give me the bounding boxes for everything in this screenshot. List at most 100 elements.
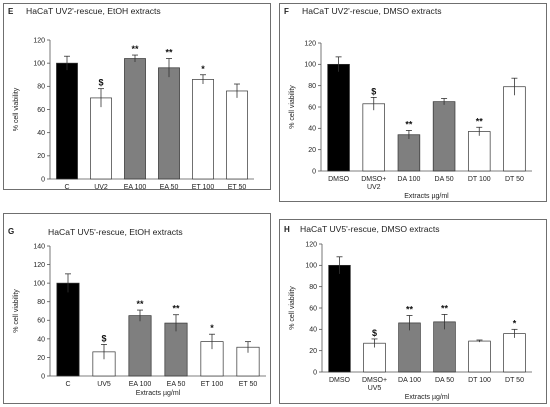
y-tick-label: 0 xyxy=(41,176,45,183)
x-tick-label: UV5 xyxy=(97,381,111,388)
bar-chart-h: 0 20 40 60 80 100 120 % cell viability DMSO $ DMSO… xyxy=(289,241,532,401)
x-tick-label: DMSO xyxy=(328,176,350,183)
x-tick-label: DMSO xyxy=(329,377,351,384)
bar xyxy=(362,103,386,172)
significance-marker: * xyxy=(210,323,214,333)
y-axis-label: % cell viability xyxy=(289,85,296,129)
x-tick-label: DT 50 xyxy=(505,176,524,183)
y-tick-label: 20 xyxy=(308,147,316,154)
bar xyxy=(468,340,491,373)
x-tick-label: ET 100 xyxy=(192,184,215,191)
chart-title: HaCaT UV5'-rescue, DMSO extracts xyxy=(300,224,440,234)
y-tick-label: 80 xyxy=(308,83,316,90)
x-tick-label: EA 50 xyxy=(160,184,179,191)
bar-chart-g: 0 20 40 60 80 100 120 140 % cell viability C $ UV5 *… xyxy=(13,243,266,397)
bar xyxy=(56,62,78,180)
y-tick-label: 80 xyxy=(309,284,317,291)
y-tick-label: 60 xyxy=(308,104,316,111)
significance-marker: * xyxy=(513,318,517,328)
bar xyxy=(433,321,456,373)
bar xyxy=(503,333,526,373)
y-tick-label: 20 xyxy=(37,153,45,160)
y-tick-label: 120 xyxy=(305,241,317,248)
significance-marker: ** xyxy=(476,116,484,126)
y-tick-label: 40 xyxy=(37,130,45,137)
significance-marker: $ xyxy=(101,333,106,343)
significance-marker: $ xyxy=(372,328,377,338)
panel-letter: F xyxy=(284,7,289,16)
y-tick-label: 80 xyxy=(37,84,45,91)
bar xyxy=(432,101,456,172)
chart-title: HaCaT UV2'-rescue, EtOH extracts xyxy=(26,6,161,16)
x-tick-label: EA 100 xyxy=(124,184,147,191)
significance-marker: ** xyxy=(136,299,144,309)
y-axis-label: % cell viability xyxy=(289,286,296,330)
x-tick-label: EA 50 xyxy=(167,381,186,388)
y-tick-label: 120 xyxy=(33,37,45,44)
x-tick-label: DA 100 xyxy=(397,176,420,183)
x-axis-label: Extracts µg/ml xyxy=(405,394,450,401)
panel-letter: H xyxy=(284,225,290,234)
significance-marker: * xyxy=(201,64,205,74)
bar xyxy=(90,97,112,180)
x-tick-label: C xyxy=(64,184,69,191)
y-tick-label: 60 xyxy=(37,107,45,114)
bar xyxy=(363,342,386,373)
bar xyxy=(128,315,152,377)
chart-panel-g: G HaCaT UV5'-rescue, EtOH extracts 0 20 40… xyxy=(3,213,271,404)
significance-marker: ** xyxy=(131,44,139,54)
x-axis-label: Extracts µg/ml xyxy=(136,390,181,397)
bar xyxy=(328,264,351,373)
significance-marker: ** xyxy=(405,119,413,129)
x-tick-label: C xyxy=(65,381,70,388)
y-tick-label: 60 xyxy=(37,318,45,325)
y-tick-label: 100 xyxy=(33,281,45,288)
y-tick-label: 40 xyxy=(309,327,317,334)
bar xyxy=(226,90,248,180)
x-tick-label: DMSO+ xyxy=(362,377,387,384)
bar xyxy=(327,63,350,172)
bar-chart-f: 0 20 40 60 80 100 120 % cell viability DMSO $ DMSO… xyxy=(289,40,532,200)
x-tick-label: EA 100 xyxy=(129,381,152,388)
panel-letter: E xyxy=(8,7,14,16)
y-axis-label: % cell viability xyxy=(13,289,20,333)
x-tick-label: DMSO+ xyxy=(361,176,386,183)
y-tick-label: 40 xyxy=(37,336,45,343)
y-axis-label: % cell viability xyxy=(13,87,20,131)
x-tick-label: UV2 xyxy=(367,184,381,191)
chart-title: HaCaT UV2'-rescue, DMSO extracts xyxy=(302,6,442,16)
y-tick-label: 100 xyxy=(305,263,317,270)
bar xyxy=(503,86,526,172)
significance-marker: $ xyxy=(371,86,376,96)
bar xyxy=(467,131,491,172)
x-tick-label: DT 50 xyxy=(505,377,524,384)
x-tick-label: DA 50 xyxy=(435,377,454,384)
y-tick-label: 0 xyxy=(312,168,316,175)
chart-title: HaCaT UV5'-rescue, EtOH extracts xyxy=(48,227,183,237)
x-tick-label: DT 100 xyxy=(468,377,491,384)
significance-marker: ** xyxy=(172,304,180,314)
chart-panel-h: H HaCaT UV5'-rescue, DMSO extracts 0 20 40… xyxy=(279,219,547,404)
y-tick-label: 0 xyxy=(41,373,45,380)
y-tick-label: 20 xyxy=(309,348,317,355)
significance-marker: $ xyxy=(98,78,103,88)
y-tick-label: 100 xyxy=(304,62,316,69)
x-tick-label: UV5 xyxy=(368,385,382,392)
y-tick-label: 100 xyxy=(33,61,45,68)
x-tick-label: DA 50 xyxy=(435,176,454,183)
x-tick-label: ET 50 xyxy=(228,184,247,191)
bar xyxy=(158,67,180,180)
x-tick-label: ET 100 xyxy=(201,381,224,388)
y-tick-label: 20 xyxy=(37,355,45,362)
significance-marker: ** xyxy=(441,303,449,313)
bar xyxy=(192,79,214,180)
y-tick-label: 60 xyxy=(309,305,317,312)
y-tick-label: 120 xyxy=(304,40,316,47)
chart-panel-e: E HaCaT UV2'-rescue, EtOH extracts 0 20 40… xyxy=(3,3,271,191)
x-tick-label: DA 100 xyxy=(398,377,421,384)
bar-chart-e: 0 20 40 60 80 100 120 % cell viability C $ UV2 ** EA… xyxy=(13,37,254,191)
significance-marker: ** xyxy=(406,304,414,314)
x-tick-label: DT 100 xyxy=(468,176,491,183)
panel-letter: G xyxy=(8,227,15,236)
y-tick-label: 40 xyxy=(308,126,316,133)
